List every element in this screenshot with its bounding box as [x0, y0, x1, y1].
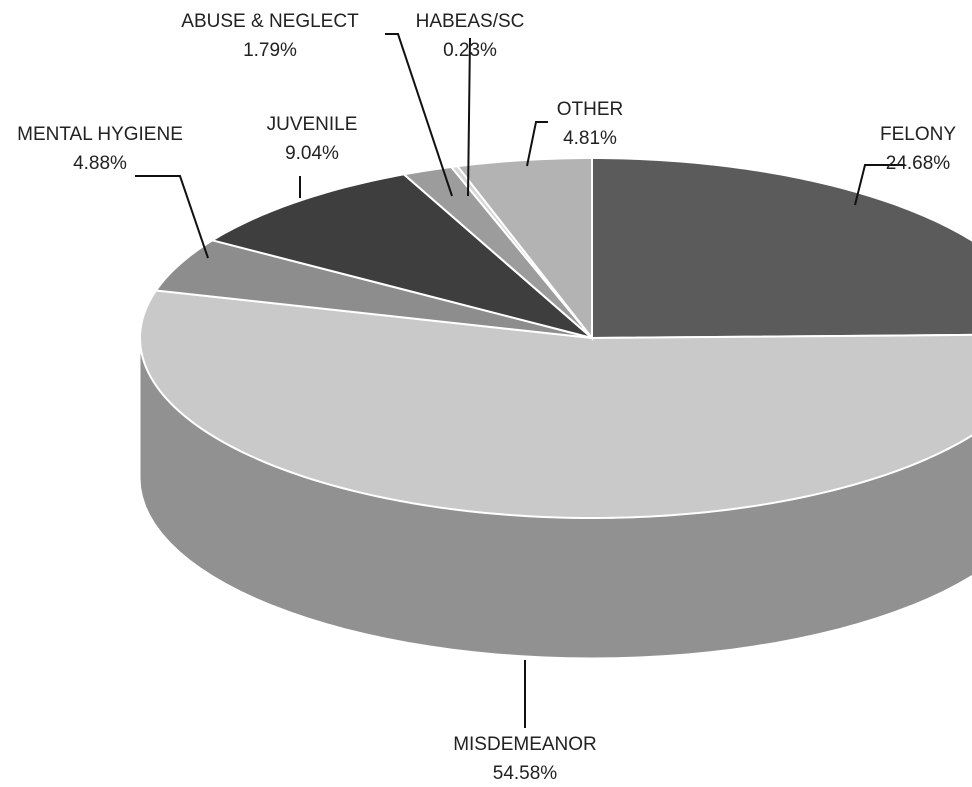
slice-label: MISDEMEANOR [453, 734, 597, 755]
slice-value-label: 4.88% [73, 153, 127, 174]
slice-value-label: 1.79% [243, 40, 297, 61]
leader-line [526, 121, 548, 167]
slice [591, 156, 972, 340]
slice-label: HABEAS/SC [416, 11, 525, 32]
slice-value-label: 9.04% [285, 143, 339, 164]
slice-label: OTHER [557, 99, 624, 120]
slice-label: ABUSE & NEGLECT [181, 11, 359, 32]
slice-value-label: 4.81% [563, 128, 617, 149]
leader-line [135, 175, 209, 259]
slice [209, 173, 593, 339]
slice [455, 156, 593, 341]
slice [154, 239, 593, 339]
slice [401, 165, 593, 339]
slice-label: FELONY [880, 124, 956, 145]
slice-label: MENTAL HYGIENE [17, 124, 183, 145]
leader-line [467, 37, 471, 197]
slice [138, 289, 972, 519]
slice-value-label: 54.58% [493, 763, 558, 784]
leader-line [854, 164, 905, 206]
slice-label: JUVENILE [267, 114, 358, 135]
leader-line [385, 33, 453, 197]
slice-value-label: 0.23% [443, 40, 497, 61]
slice-value-label: 24.68% [886, 153, 951, 174]
